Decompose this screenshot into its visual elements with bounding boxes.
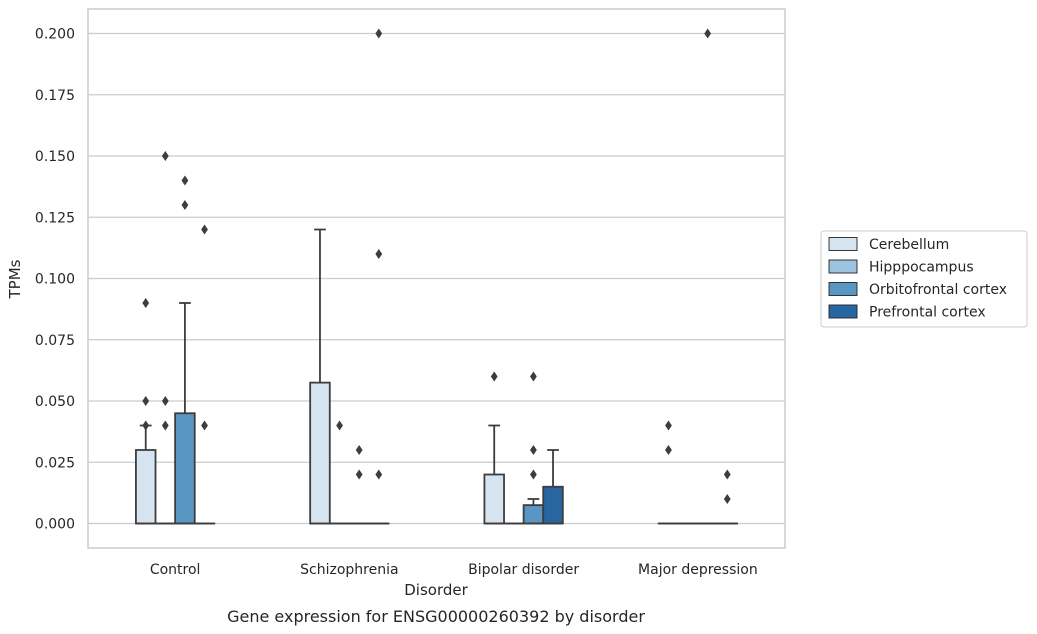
outlier-point xyxy=(530,469,537,480)
outlier-point xyxy=(181,175,189,186)
y-axis-label: TPMs xyxy=(6,259,24,299)
chart-caption: Gene expression for ENSG00000260392 by d… xyxy=(227,607,645,626)
box-group xyxy=(542,449,564,525)
outlier-point xyxy=(142,420,150,431)
y-tick-label: 0.000 xyxy=(35,517,75,533)
outlier-point xyxy=(161,151,169,161)
legend-swatch xyxy=(828,237,858,251)
legend-swatch xyxy=(828,282,858,296)
outlier-point xyxy=(375,249,383,259)
legend-label: Hipppocampus xyxy=(869,260,974,276)
y-tick-label: 0.025 xyxy=(35,455,75,471)
outlier-point xyxy=(201,224,208,235)
outlier-point xyxy=(704,28,712,39)
legend-swatch xyxy=(828,304,858,319)
y-tick-label: 0.150 xyxy=(35,149,75,165)
box-group xyxy=(522,498,545,525)
outlier-point xyxy=(530,371,537,382)
outlier-point xyxy=(161,396,169,406)
outlier-point xyxy=(723,469,731,480)
outlier-point xyxy=(375,28,383,39)
outlier-point xyxy=(355,445,363,455)
outlier-point xyxy=(355,469,363,480)
y-axis-ticks: 0.000 0.025 0.050 0.075 0.100 0.125 0.150 0.175… xyxy=(35,27,75,533)
x-tick-label: Schizophrenia xyxy=(300,562,398,578)
outlier-point xyxy=(181,200,189,210)
box xyxy=(174,412,196,525)
x-tick-label: Bipolar disorder xyxy=(468,562,579,578)
plot-frame xyxy=(87,8,786,549)
outlier-point xyxy=(490,371,498,382)
y-tick-label: 0.100 xyxy=(35,272,75,288)
x-tick-label: Major depression xyxy=(638,562,758,578)
x-tick-label: Control xyxy=(150,562,201,578)
y-tick-label: 0.175 xyxy=(35,88,75,104)
legend-swatch xyxy=(828,259,858,274)
legend-label: Cerebellum xyxy=(869,237,949,253)
box xyxy=(483,473,505,525)
box xyxy=(522,504,545,525)
box xyxy=(309,381,331,525)
outlier-point xyxy=(665,445,672,455)
outlier-point xyxy=(142,396,150,406)
legend-label: Orbitofrontal cortex xyxy=(869,282,1007,298)
box-group xyxy=(309,228,331,525)
outlier-point xyxy=(530,445,537,455)
box xyxy=(542,485,564,525)
outlier-point xyxy=(665,420,672,431)
boxplots xyxy=(135,228,738,525)
y-tick-label: 0.125 xyxy=(35,210,75,226)
box xyxy=(135,449,157,525)
legend: Cerebellum Hipppocampus Orbitofrontal cort… xyxy=(820,230,1028,328)
outlier-point xyxy=(336,420,343,431)
x-axis-ticks: Control Schizophrenia Bipolar disorder Majo… xyxy=(150,562,758,578)
x-axis-label: Disorder xyxy=(404,581,468,599)
y-tick-label: 0.050 xyxy=(35,394,75,410)
legend-frame xyxy=(820,230,1028,328)
y-tick-label: 0.075 xyxy=(35,333,75,349)
y-tick-label: 0.200 xyxy=(35,27,75,43)
outlier-point xyxy=(375,469,383,480)
grid-lines xyxy=(88,32,785,525)
outlier-point xyxy=(723,494,731,504)
outlier-point xyxy=(142,298,150,308)
box-group xyxy=(483,424,505,525)
box-group xyxy=(135,424,157,525)
legend-label: Prefrontal cortex xyxy=(869,305,986,321)
outlier-point xyxy=(161,420,169,431)
box-group xyxy=(174,302,196,525)
outliers xyxy=(142,28,731,504)
outlier-point xyxy=(201,420,208,431)
